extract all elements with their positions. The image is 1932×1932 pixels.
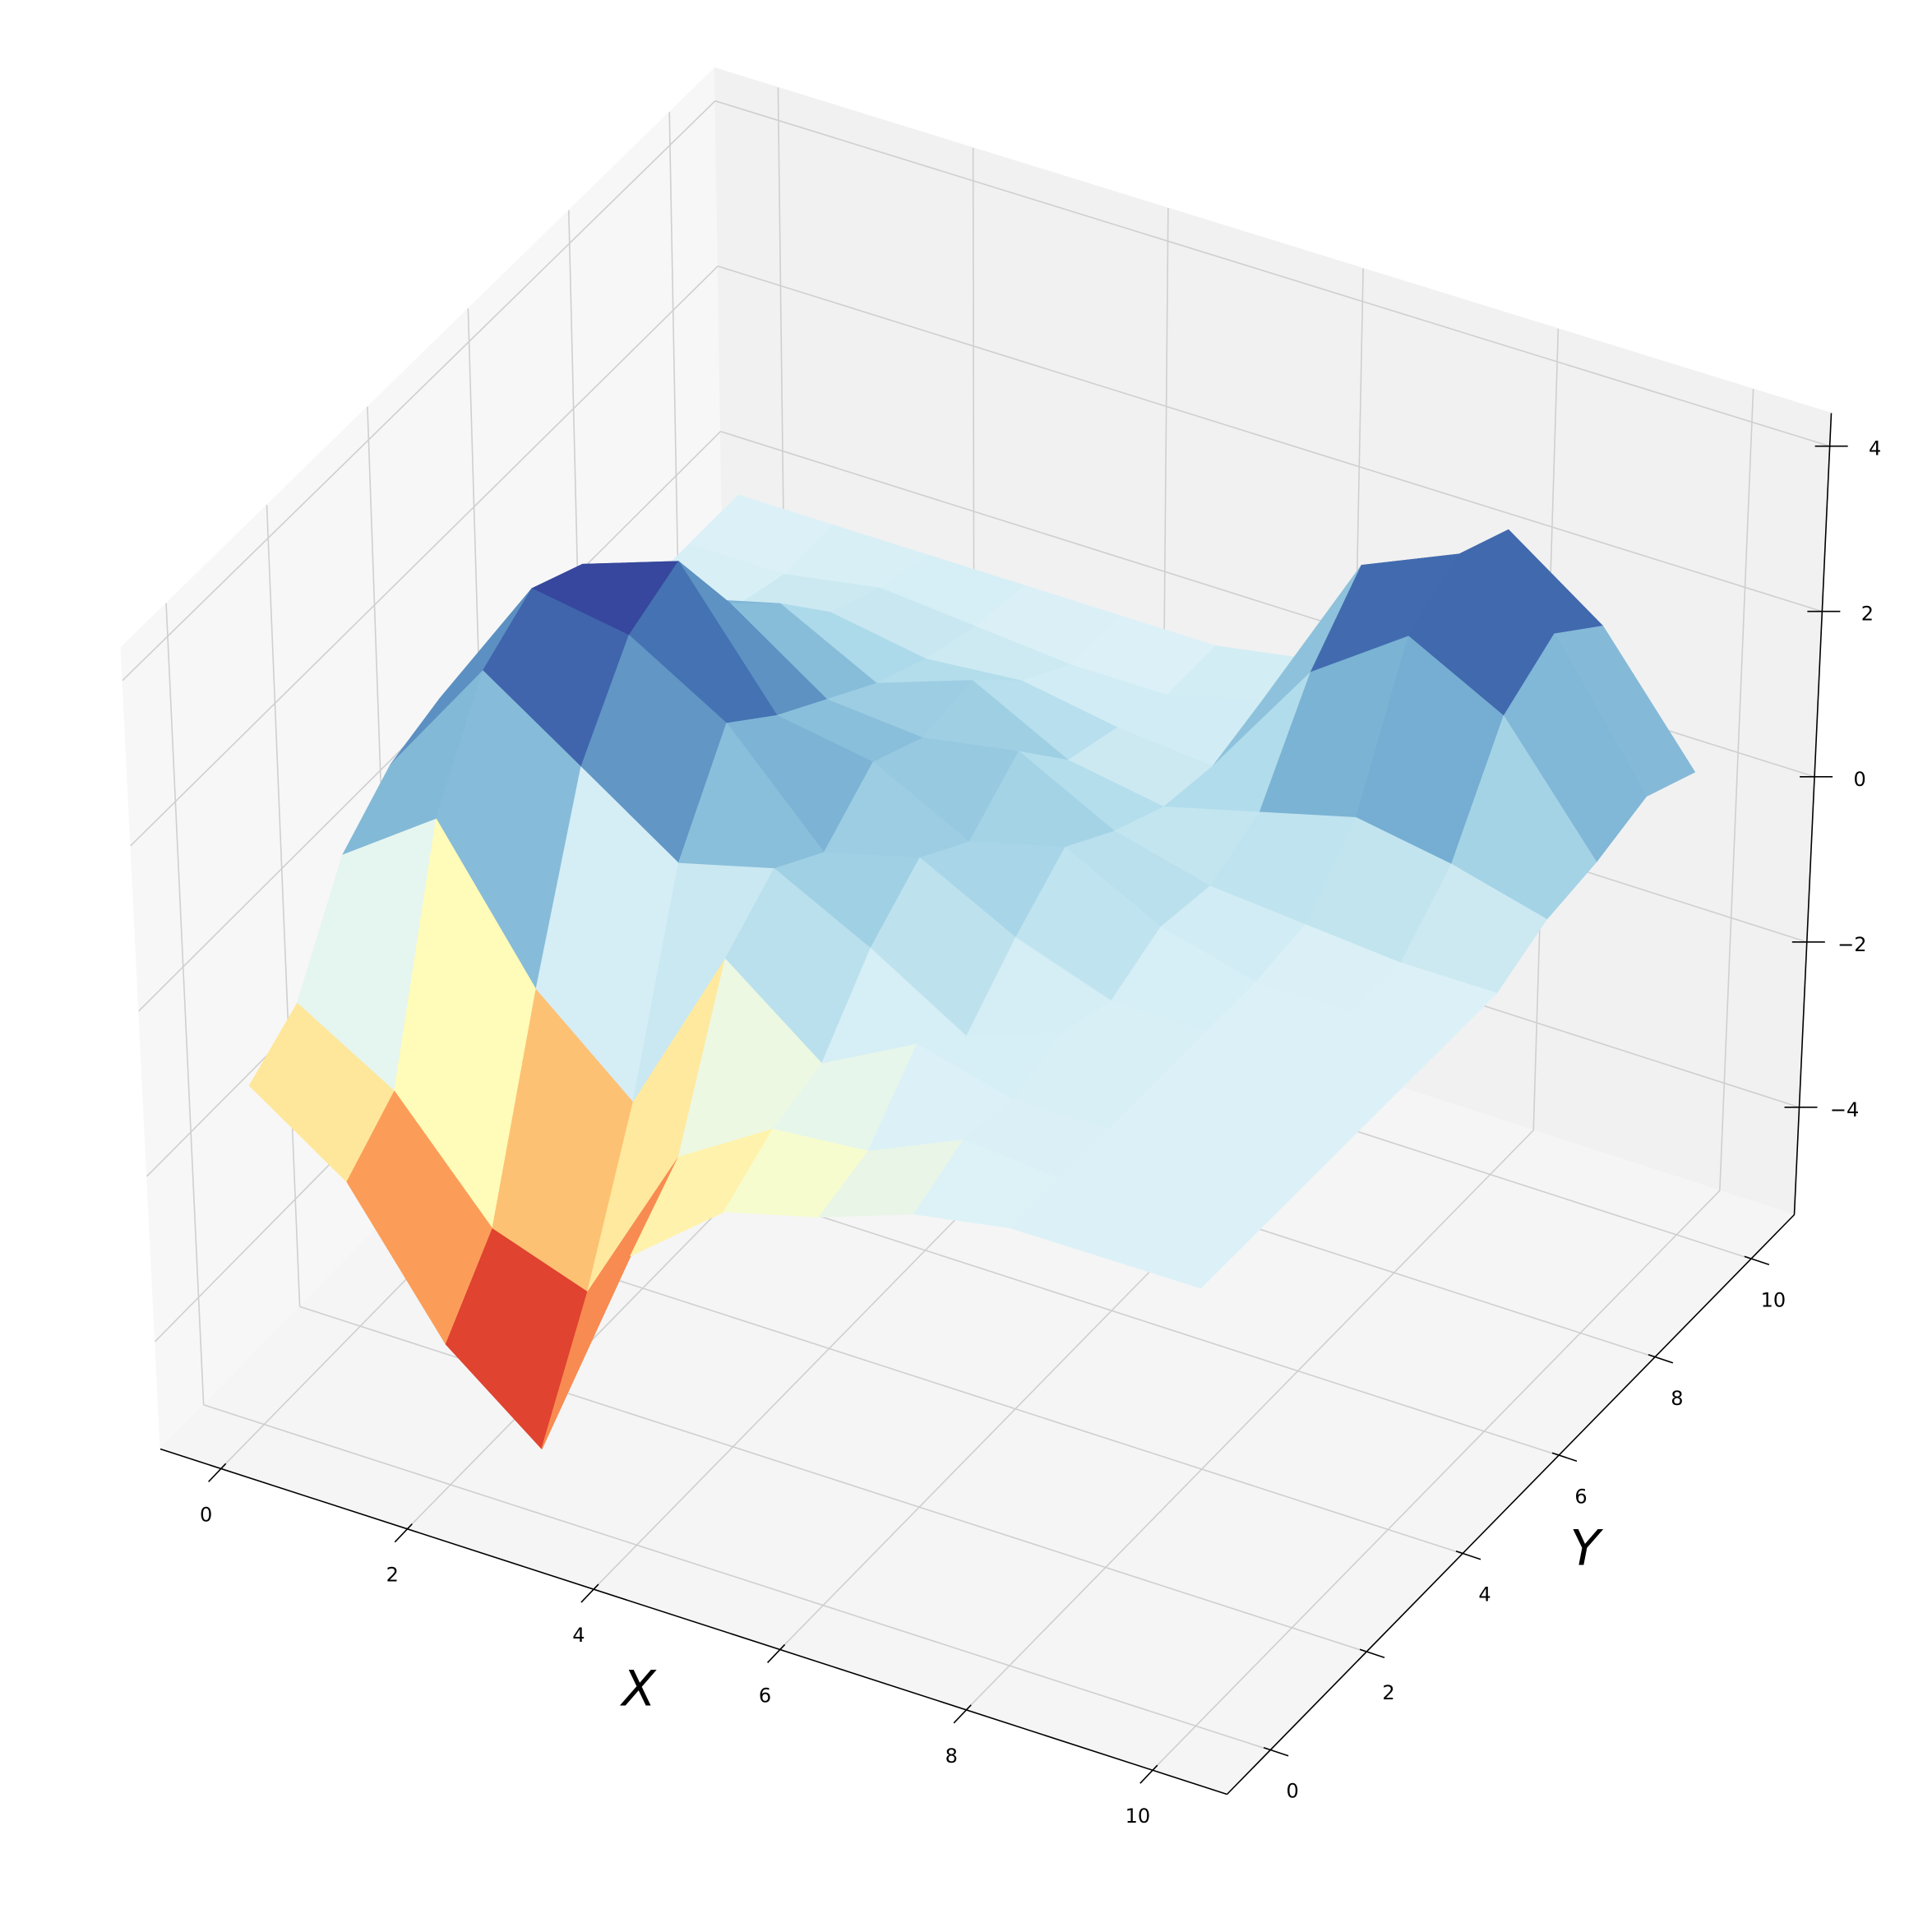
surface bbox=[248, 494, 1695, 1449]
x-tick-label: 4 bbox=[572, 1624, 585, 1647]
surface-patch bbox=[1104, 1208, 1251, 1289]
y-tick bbox=[1359, 1648, 1385, 1658]
x-tick bbox=[394, 1523, 413, 1543]
x-tick bbox=[766, 1643, 786, 1663]
y-tick bbox=[1263, 1746, 1289, 1757]
y-tick-label: 8 bbox=[1671, 1387, 1683, 1410]
y-tick-label: 0 bbox=[1286, 1780, 1298, 1803]
x-tick bbox=[953, 1704, 972, 1724]
x-axis bbox=[159, 1448, 1227, 1796]
x-tick-label: 8 bbox=[945, 1745, 958, 1768]
grid-line bbox=[714, 99, 1830, 447]
z-axis bbox=[1793, 413, 1833, 1215]
z-tick-label: 4 bbox=[1869, 437, 1881, 460]
grid-line bbox=[965, 1130, 1534, 1711]
y-tick bbox=[1551, 1452, 1578, 1463]
grid-line bbox=[1719, 389, 1754, 1191]
y-tick bbox=[1648, 1354, 1674, 1364]
x-tick bbox=[580, 1583, 599, 1603]
grid-line bbox=[122, 100, 716, 682]
y-tick-label: 2 bbox=[1382, 1681, 1394, 1704]
z-tick-label: −2 bbox=[1837, 933, 1866, 956]
grid-line bbox=[717, 265, 1823, 612]
grid-line bbox=[165, 603, 205, 1405]
grid-line bbox=[130, 266, 719, 847]
x-tick-label: 6 bbox=[759, 1684, 771, 1707]
x-tick-label: 0 bbox=[200, 1503, 212, 1526]
axes: 0 2 4 6 8 10 0 2 4 6 8 10 −4 −2 0 2 4 bbox=[159, 413, 1881, 1828]
y-axis-label: Y bbox=[1570, 1520, 1604, 1578]
z-tick-label: −4 bbox=[1830, 1098, 1859, 1121]
z-tick-label: 2 bbox=[1861, 603, 1874, 626]
grid-line bbox=[203, 1403, 1271, 1751]
y-tick-label: 6 bbox=[1574, 1485, 1587, 1508]
y-axis bbox=[1226, 1213, 1796, 1796]
x-tick-label: 2 bbox=[386, 1564, 399, 1587]
x-tick bbox=[208, 1463, 227, 1482]
y-tick bbox=[1455, 1550, 1481, 1560]
x-axis-label: X bbox=[619, 1661, 657, 1718]
x-tick bbox=[1139, 1764, 1158, 1784]
y-tick-label: 4 bbox=[1478, 1583, 1491, 1606]
x-tick-label: 10 bbox=[1125, 1805, 1151, 1828]
y-tick bbox=[1744, 1255, 1770, 1266]
z-tick-label: 0 bbox=[1853, 768, 1865, 791]
y-tick-label: 10 bbox=[1761, 1288, 1786, 1311]
grid-line bbox=[1152, 1190, 1721, 1771]
grid-line bbox=[266, 505, 301, 1307]
